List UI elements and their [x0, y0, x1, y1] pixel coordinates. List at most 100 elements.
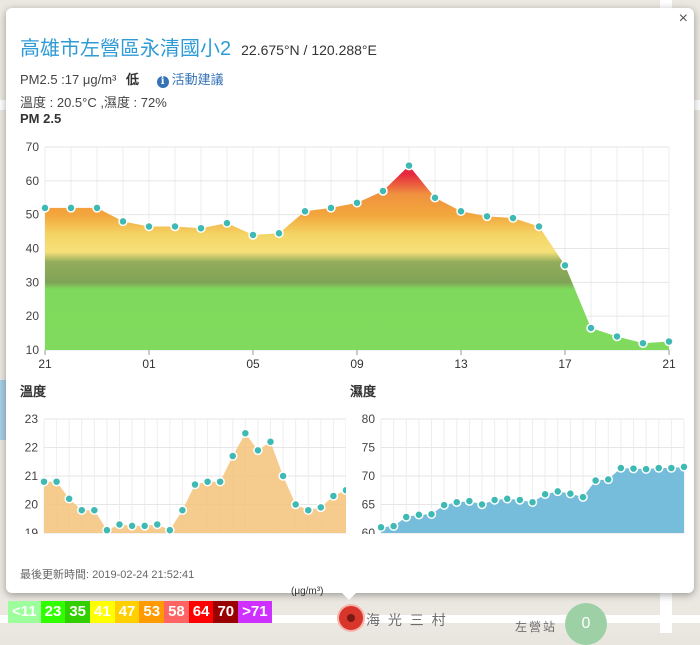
pm25-chart-title: PM 2.5	[20, 111, 62, 126]
data-point[interactable]	[228, 451, 238, 461]
data-point[interactable]	[565, 488, 576, 499]
data-point[interactable]	[590, 475, 601, 486]
data-point[interactable]	[534, 221, 544, 232]
data-point[interactable]	[177, 505, 188, 515]
data-point[interactable]	[616, 463, 626, 473]
data-point[interactable]	[679, 462, 688, 472]
data-point[interactable]	[66, 203, 76, 213]
data-point[interactable]	[265, 437, 276, 447]
data-point[interactable]	[89, 505, 100, 515]
data-point[interactable]	[92, 203, 102, 213]
data-point[interactable]	[477, 499, 487, 510]
data-point[interactable]	[388, 521, 399, 531]
data-point[interactable]	[540, 489, 550, 499]
data-point[interactable]	[628, 463, 639, 474]
humidity-chart-title: 濕度	[350, 384, 377, 399]
map-place-label: 海 光 三 村	[366, 612, 448, 628]
data-point[interactable]	[502, 494, 512, 504]
data-point[interactable]	[127, 521, 137, 531]
data-point[interactable]	[489, 495, 500, 505]
data-point[interactable]	[553, 486, 563, 497]
legend-swatch: >71	[238, 601, 272, 623]
data-point[interactable]	[202, 476, 213, 487]
data-point[interactable]	[165, 525, 175, 534]
station-coordinates: 22.675°N / 120.288°E	[241, 42, 377, 58]
data-point[interactable]	[152, 519, 162, 530]
data-point[interactable]	[290, 499, 301, 510]
data-point[interactable]	[316, 502, 326, 513]
station-marker[interactable]	[339, 606, 363, 630]
data-point[interactable]	[376, 522, 386, 533]
data-point[interactable]	[482, 211, 492, 222]
y-tick-label: 65	[362, 498, 376, 512]
data-point[interactable]	[190, 479, 200, 490]
temperature-chart-title: 溫度	[20, 384, 47, 399]
data-point[interactable]	[139, 521, 150, 531]
y-tick-label: 19	[25, 526, 39, 534]
data-point[interactable]	[603, 474, 613, 485]
data-point[interactable]	[452, 497, 462, 507]
data-point[interactable]	[326, 203, 336, 213]
data-point[interactable]	[439, 500, 449, 510]
humidity-chart: 60 65 70 75 80	[362, 412, 688, 534]
data-point[interactable]	[464, 496, 475, 506]
data-point[interactable]	[51, 476, 62, 487]
data-point[interactable]	[300, 206, 310, 217]
x-tick-label: 05	[246, 357, 260, 371]
data-point[interactable]	[654, 463, 664, 473]
y-tick-label: 21	[25, 469, 39, 483]
data-point[interactable]	[426, 509, 437, 519]
data-point[interactable]	[40, 203, 50, 213]
data-point[interactable]	[401, 512, 411, 522]
data-point[interactable]	[404, 160, 414, 171]
data-point[interactable]	[248, 230, 258, 240]
data-point[interactable]	[114, 519, 125, 530]
data-point[interactable]	[666, 463, 677, 473]
station-name[interactable]: 高雄市左營區永清國小2	[20, 38, 232, 60]
data-point[interactable]	[641, 464, 651, 474]
data-point[interactable]	[253, 445, 263, 456]
data-point[interactable]	[586, 323, 596, 333]
data-point[interactable]	[352, 198, 362, 208]
data-point[interactable]	[196, 223, 206, 233]
data-point[interactable]	[64, 494, 74, 504]
y-tick-label: 70	[362, 469, 376, 483]
popup-header: 高雄市左營區永清國小2 22.675°N / 120.288°E	[20, 32, 377, 61]
data-point[interactable]	[378, 186, 388, 196]
data-point[interactable]	[341, 485, 346, 495]
data-point[interactable]	[328, 491, 339, 501]
data-point[interactable]	[430, 193, 440, 203]
data-point[interactable]	[118, 216, 128, 227]
data-point[interactable]	[215, 476, 225, 487]
close-icon[interactable]: ×	[678, 10, 688, 27]
data-point[interactable]	[414, 510, 424, 520]
data-point[interactable]	[303, 505, 313, 515]
data-point[interactable]	[456, 206, 466, 217]
data-point[interactable]	[638, 338, 648, 348]
data-point[interactable]	[527, 497, 538, 507]
data-point[interactable]	[170, 221, 180, 232]
data-point[interactable]	[560, 260, 570, 271]
pm25-level: 低	[125, 72, 139, 87]
data-point[interactable]	[102, 525, 112, 534]
data-point[interactable]	[278, 471, 288, 481]
legend-swatch: 47	[114, 601, 140, 623]
map-cluster-marker[interactable]: 0	[565, 603, 607, 645]
last-updated: 最後更新時間: 2019-02-24 21:52:41	[20, 569, 195, 581]
y-tick-label: 20	[25, 498, 39, 512]
data-point[interactable]	[274, 228, 284, 239]
series-area	[44, 433, 346, 533]
data-point[interactable]	[144, 221, 154, 232]
data-point[interactable]	[578, 492, 588, 502]
data-point[interactable]	[612, 331, 622, 342]
data-point[interactable]	[39, 476, 49, 487]
data-point[interactable]	[508, 213, 518, 223]
activity-advice-link[interactable]: 活動建議	[171, 72, 224, 87]
data-point[interactable]	[240, 428, 251, 438]
data-point[interactable]	[222, 218, 232, 228]
info-icon[interactable]: i	[156, 76, 169, 88]
data-point[interactable]	[77, 505, 87, 515]
legend-swatch: <11	[8, 601, 41, 623]
data-point[interactable]	[515, 495, 525, 505]
data-point[interactable]	[664, 336, 674, 347]
